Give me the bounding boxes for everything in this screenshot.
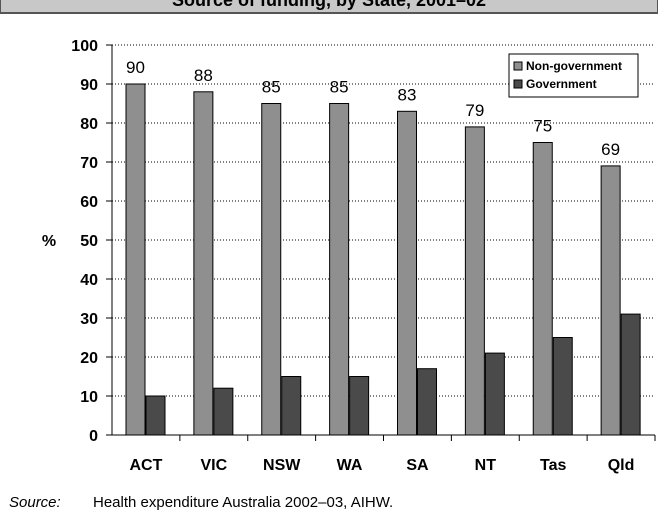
y-tick-label: 90 bbox=[80, 77, 98, 94]
y-tick-label: 20 bbox=[80, 350, 98, 367]
legend-label: Government bbox=[526, 77, 597, 91]
bar-non-government-act bbox=[125, 83, 146, 436]
y-tick-label: 50 bbox=[80, 233, 98, 250]
data-label: 88 bbox=[194, 66, 213, 85]
y-tick-label: 70 bbox=[80, 155, 98, 172]
y-tick-label: 40 bbox=[80, 272, 98, 289]
data-label: 69 bbox=[601, 140, 620, 159]
bar-government-qld bbox=[620, 313, 641, 436]
source-label: Source: bbox=[9, 494, 61, 511]
x-tick-label: SA bbox=[406, 457, 429, 474]
x-tick-label: NSW bbox=[263, 457, 301, 474]
x-tick-label: VIC bbox=[200, 457, 227, 474]
x-tick-label: ACT bbox=[129, 457, 162, 474]
data-label: 79 bbox=[465, 101, 484, 120]
y-tick-label: 60 bbox=[80, 194, 98, 211]
bar-government-nsw bbox=[281, 376, 302, 436]
bar-non-government-wa bbox=[329, 103, 350, 436]
legend-swatch bbox=[513, 61, 523, 71]
bar-government-nt bbox=[484, 352, 505, 436]
legend-swatch bbox=[513, 79, 523, 89]
legend: Non-government Government bbox=[508, 53, 639, 98]
legend-label: Non-government bbox=[526, 59, 622, 73]
data-label: 75 bbox=[533, 117, 552, 136]
bar-non-government-nsw bbox=[261, 103, 282, 436]
y-tick-label: 30 bbox=[80, 311, 98, 328]
source-text: Health expenditure Australia 2002–03, AI… bbox=[93, 494, 394, 511]
bar-non-government-qld bbox=[600, 165, 621, 436]
source-note: Source: Health expenditure Australia 2002… bbox=[9, 494, 393, 511]
bar-non-government-tas bbox=[532, 142, 553, 436]
y-tick-label: 0 bbox=[89, 428, 98, 445]
chart-title: Source of funding, by State, 2001–02 bbox=[171, 0, 487, 10]
data-label: 90 bbox=[126, 58, 145, 77]
bar-chart: 0 10 20 30 40 50 60 70 80 90 100% ACT VIC NSW WA SA NT Ta… bbox=[42, 38, 656, 474]
bar-non-government-vic bbox=[193, 91, 214, 436]
legend-box bbox=[508, 53, 639, 98]
bar-government-tas bbox=[552, 337, 573, 436]
bar-non-government-nt bbox=[464, 126, 485, 436]
data-label: 85 bbox=[262, 78, 281, 97]
axes: 0 10 20 30 40 50 60 70 80 90 100% ACT VIC NSW WA SA NT Ta… bbox=[42, 38, 656, 474]
x-tick-label: WA bbox=[337, 457, 363, 474]
data-label: 85 bbox=[330, 78, 349, 97]
bar-government-act bbox=[145, 395, 166, 436]
bar-government-vic bbox=[213, 387, 234, 436]
y-tick-label: 10 bbox=[80, 389, 98, 406]
x-tick-label: NT bbox=[475, 457, 497, 474]
chart-title-bar: Source of funding, by State, 2001–02 bbox=[0, 0, 658, 14]
bars bbox=[125, 83, 641, 436]
data-labels: 90 88 85 85 83 79 75 69 bbox=[126, 58, 620, 159]
bar-government-sa bbox=[417, 368, 437, 436]
y-axis-label: % bbox=[42, 233, 56, 250]
bar-government-wa bbox=[349, 376, 370, 436]
data-label: 83 bbox=[398, 85, 417, 104]
x-tick-label: Qld bbox=[608, 457, 635, 474]
bar-non-government-sa bbox=[397, 110, 417, 436]
y-tick-label: 80 bbox=[80, 116, 98, 133]
x-tick-label: Tas bbox=[540, 457, 566, 474]
y-tick-label: 100 bbox=[71, 38, 98, 55]
